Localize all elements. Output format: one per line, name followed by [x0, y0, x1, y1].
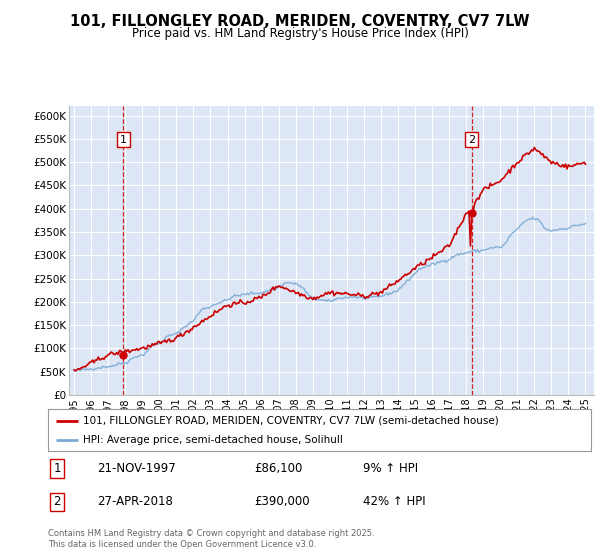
Text: Contains HM Land Registry data © Crown copyright and database right 2025.
This d: Contains HM Land Registry data © Crown c… [48, 529, 374, 549]
Text: HPI: Average price, semi-detached house, Solihull: HPI: Average price, semi-detached house,… [83, 435, 343, 445]
Text: 1: 1 [53, 462, 61, 475]
Text: 21-NOV-1997: 21-NOV-1997 [97, 462, 176, 475]
Text: 101, FILLONGLEY ROAD, MERIDEN, COVENTRY, CV7 7LW: 101, FILLONGLEY ROAD, MERIDEN, COVENTRY,… [70, 14, 530, 29]
Text: Price paid vs. HM Land Registry's House Price Index (HPI): Price paid vs. HM Land Registry's House … [131, 27, 469, 40]
Text: £390,000: £390,000 [254, 496, 310, 508]
Text: 1: 1 [120, 134, 127, 144]
Text: 42% ↑ HPI: 42% ↑ HPI [363, 496, 425, 508]
Text: 101, FILLONGLEY ROAD, MERIDEN, COVENTRY, CV7 7LW (semi-detached house): 101, FILLONGLEY ROAD, MERIDEN, COVENTRY,… [83, 416, 499, 426]
Text: 27-APR-2018: 27-APR-2018 [97, 496, 173, 508]
Text: 2: 2 [53, 496, 61, 508]
Text: 9% ↑ HPI: 9% ↑ HPI [363, 462, 418, 475]
Text: 2: 2 [468, 134, 475, 144]
Text: £86,100: £86,100 [254, 462, 303, 475]
